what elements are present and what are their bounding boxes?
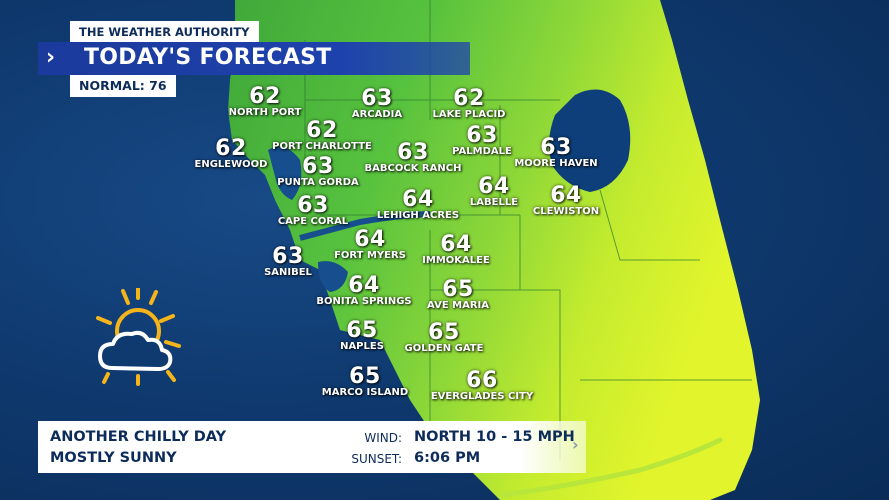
- city-name: FORT MYERS: [334, 250, 406, 261]
- sunset-value: 6:06 PM: [414, 450, 481, 466]
- city-name: MARCO ISLAND: [321, 387, 409, 398]
- city-name: CAPE CORAL: [277, 216, 349, 227]
- city-name: NAPLES: [340, 341, 384, 352]
- city-temp: 63: [397, 140, 429, 165]
- city-marco-island: 65 MARCO ISLAND: [321, 364, 409, 399]
- city-arcadia: 63 ARCADIA: [351, 86, 403, 121]
- city-name: AVE MARIA: [427, 300, 489, 311]
- sunset-label: SUNSET:: [351, 452, 402, 466]
- city-bonita-springs: 64 BONITA SPRINGS: [316, 273, 412, 308]
- brand-label: THE WEATHER AUTHORITY: [70, 21, 259, 43]
- city-fort-myers: 64 FORT MYERS: [334, 227, 406, 262]
- city-temp: 65: [428, 320, 460, 345]
- city-temp: 63: [272, 244, 304, 269]
- city-temp: 64: [402, 187, 434, 212]
- chevron-right-icon: ›: [46, 45, 56, 70]
- city-lehigh-acres: 64 LEHIGH ACRES: [376, 187, 460, 222]
- city-lake-placid: 62 LAKE PLACID: [432, 86, 506, 121]
- city-temp: 65: [442, 277, 474, 302]
- estero-bay: [318, 261, 348, 292]
- wind-value: NORTH 10 - 15 MPH: [414, 429, 575, 445]
- keys-strip: [497, 437, 723, 498]
- city-name: LABELLE: [469, 197, 519, 208]
- city-temp: 65: [346, 318, 378, 343]
- city-temp: 63: [361, 86, 393, 111]
- city-port-charlotte: 62 PORT CHARLOTTE: [272, 118, 372, 153]
- partly-sunny-icon: [96, 288, 181, 386]
- city-temp: 64: [348, 273, 380, 298]
- city-name: PALMDALE: [452, 146, 512, 157]
- city-temp: 63: [466, 123, 498, 148]
- normal-temp-label: NORMAL: 76: [70, 75, 176, 97]
- city-labelle: 64 LABELLE: [469, 174, 519, 209]
- city-name: EVERGLADES CITY: [430, 391, 534, 402]
- city-everglades-city: 66 EVERGLADES CITY: [430, 368, 534, 403]
- city-temp: 62: [453, 86, 485, 111]
- city-name: PORT CHARLOTTE: [272, 141, 372, 152]
- charlotte-harbor: [268, 146, 302, 200]
- city-name: LAKE PLACID: [432, 109, 506, 120]
- city-temp: 62: [249, 84, 281, 109]
- condition-line-2: MOSTLY SUNNY: [50, 450, 177, 466]
- lake-okeechobee: [549, 89, 631, 192]
- city-punta-gorda: 63 PUNTA GORDA: [277, 154, 359, 189]
- city-temp: 66: [466, 368, 498, 393]
- city-ave-maria: 65 AVE MARIA: [427, 277, 489, 312]
- city-cape-coral: 63 CAPE CORAL: [277, 193, 349, 228]
- city-name: ARCADIA: [351, 109, 403, 120]
- chevron-right-icon: ›: [572, 435, 579, 454]
- city-temp: 63: [297, 193, 329, 218]
- city-name: NORTH PORT: [228, 107, 302, 118]
- wind-label: WIND:: [364, 431, 402, 445]
- city-babcock-ranch: 63 BABCOCK RANCH: [364, 140, 462, 175]
- city-name: LEHIGH ACRES: [376, 210, 460, 221]
- city-name: SANIBEL: [264, 267, 312, 278]
- city-golden-gate: 65 GOLDEN GATE: [404, 320, 484, 355]
- city-name: CLEWISTON: [532, 206, 600, 217]
- city-naples: 65 NAPLES: [340, 318, 384, 353]
- page-title: TODAY'S FORECAST: [84, 45, 332, 70]
- city-temp: 64: [440, 232, 472, 257]
- city-temp: 64: [550, 183, 582, 208]
- city-name: BABCOCK RANCH: [364, 163, 462, 174]
- city-name: PUNTA GORDA: [277, 177, 359, 188]
- city-immokalee: 64 IMMOKALEE: [422, 232, 490, 267]
- city-englewood: 62 ENGLEWOOD: [194, 136, 268, 171]
- city-name: BONITA SPRINGS: [316, 296, 412, 307]
- city-moore-haven: 63 MOORE HAVEN: [514, 135, 598, 170]
- city-temp: 65: [349, 364, 381, 389]
- city-temp: 64: [354, 227, 386, 252]
- info-bar: ANOTHER CHILLY DAY MOSTLY SUNNY WIND: NO…: [38, 421, 586, 473]
- city-clewiston: 64 CLEWISTON: [532, 183, 600, 218]
- city-name: MOORE HAVEN: [514, 158, 598, 169]
- city-sanibel: 63 SANIBEL: [264, 244, 312, 279]
- city-temp: 62: [215, 136, 247, 161]
- city-name: GOLDEN GATE: [404, 343, 484, 354]
- city-temp: 63: [540, 135, 572, 160]
- city-temp: 64: [478, 174, 510, 199]
- city-name: IMMOKALEE: [422, 255, 490, 266]
- city-temp: 63: [302, 154, 334, 179]
- condition-line-1: ANOTHER CHILLY DAY: [50, 429, 227, 445]
- city-palmdale: 63 PALMDALE: [452, 123, 512, 158]
- city-north-port: 62 NORTH PORT: [228, 84, 302, 119]
- city-name: ENGLEWOOD: [194, 159, 268, 170]
- title-bar: › TODAY'S FORECAST: [38, 42, 470, 75]
- city-temp: 62: [306, 118, 338, 143]
- county-lines: [304, 0, 752, 460]
